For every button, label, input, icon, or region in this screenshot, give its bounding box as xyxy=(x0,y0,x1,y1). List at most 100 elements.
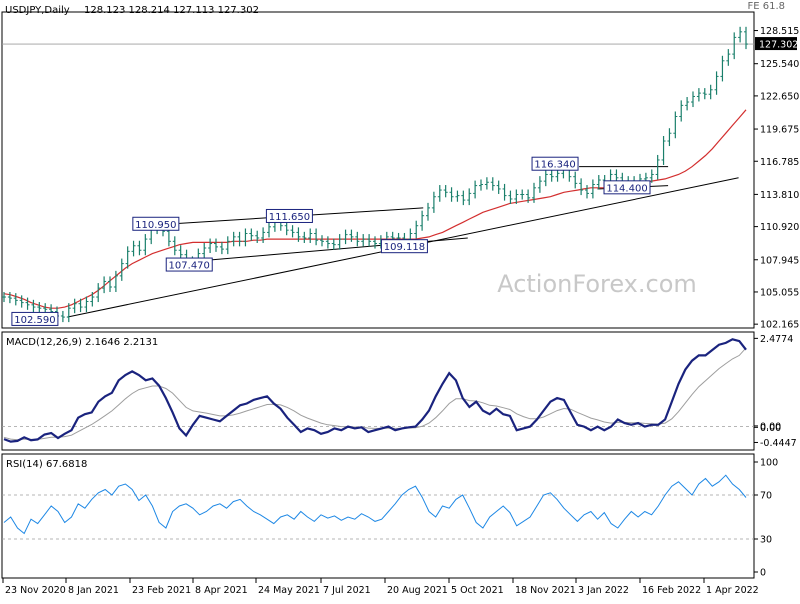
price-bar xyxy=(455,190,460,202)
price-bar xyxy=(655,154,660,180)
price-y-tick-label: 122.650 xyxy=(760,91,799,102)
price-bar xyxy=(490,177,495,191)
price-bar xyxy=(537,176,542,193)
price-bar xyxy=(355,231,360,247)
level-label-text: 102.590 xyxy=(14,315,55,326)
x-tick-label: 8 Jan 2021 xyxy=(68,585,119,596)
price-bar xyxy=(60,310,65,323)
price-bar xyxy=(243,228,248,247)
level-label: 114.400 xyxy=(603,180,651,195)
price-bar xyxy=(255,230,260,243)
level-label: 110.950 xyxy=(132,216,180,231)
x-tick-label: 16 Feb 2022 xyxy=(642,585,701,596)
macd-layer xyxy=(2,338,754,443)
level-label-text: 110.950 xyxy=(135,220,176,231)
price-bar xyxy=(661,136,666,165)
level-label-text: 114.400 xyxy=(606,183,647,194)
price-bar xyxy=(573,171,578,189)
price-bar xyxy=(143,234,148,256)
price-bar xyxy=(320,235,324,247)
price-bar xyxy=(596,175,601,190)
rsi-panel xyxy=(1,453,755,579)
price-bar xyxy=(585,185,589,199)
rsi-y-tick-label: 0 xyxy=(760,568,766,579)
price-bar xyxy=(84,296,89,313)
macd-y-tick-label: 0.00 xyxy=(760,423,781,434)
macd-line xyxy=(3,338,747,443)
price-bar xyxy=(31,299,36,313)
rsi-y-tick-label: 70 xyxy=(760,491,772,502)
price-bar xyxy=(367,234,372,247)
price-bar xyxy=(532,182,536,203)
price-bar xyxy=(331,238,336,250)
watermark: ActionForex.com xyxy=(497,270,697,298)
price-bar xyxy=(25,297,30,310)
price-bar xyxy=(420,210,425,231)
price-bar xyxy=(484,177,489,190)
price-bar xyxy=(579,178,584,196)
price-bar xyxy=(732,32,737,60)
price-bar xyxy=(337,234,342,250)
price-bar xyxy=(290,225,295,238)
price-y-tick-label: 110.920 xyxy=(760,222,799,233)
price-bar xyxy=(373,236,377,249)
price-bar xyxy=(549,169,554,182)
price-y-tick-label: 116.785 xyxy=(760,157,799,168)
price-bar xyxy=(702,88,707,100)
price-bar xyxy=(2,292,6,303)
price-header: USDJPY,Daily 128.123 128.214 127.113 127… xyxy=(5,1,785,16)
price-bar xyxy=(131,240,136,257)
price-bar xyxy=(208,238,213,254)
x-tick-label: 7 Jul 2021 xyxy=(323,585,371,596)
level-label-box xyxy=(603,180,651,195)
price-bar xyxy=(361,234,366,247)
price-y-tick-label: 119.675 xyxy=(760,125,799,136)
axis-layer: 128.515 125.540 122.650 119.675 116.785 113.8… xyxy=(2,26,799,596)
level-label: 109.118 xyxy=(380,239,428,254)
price-y-tick-label: 105.055 xyxy=(760,287,799,298)
level-label: 116.340 xyxy=(531,156,579,171)
price-y-tick-label: 128.515 xyxy=(760,26,799,37)
x-tick-label: 24 May 2021 xyxy=(258,585,320,596)
rsi-line xyxy=(3,474,747,535)
symbol-label: USDJPY,Daily xyxy=(5,5,70,16)
price-bar xyxy=(113,270,118,293)
level-label-text: 109.118 xyxy=(384,242,425,253)
macd-title: MACD(12,26,9) 2.1646 2.2131 xyxy=(6,337,158,348)
level-label-text: 116.340 xyxy=(534,160,575,171)
x-tick-label: 1 Apr 2022 xyxy=(706,585,759,596)
price-bar xyxy=(526,189,531,203)
price-bar xyxy=(78,298,83,313)
rsi-y-tick-label: 100 xyxy=(760,458,778,469)
price-bar xyxy=(437,185,442,202)
price-bar xyxy=(590,179,595,199)
price-bar xyxy=(214,238,218,252)
price-y-tick-label: 102.165 xyxy=(760,320,799,331)
x-tick-label: 23 Feb 2021 xyxy=(132,585,191,596)
macd-panel xyxy=(1,331,755,451)
price-bar xyxy=(696,88,701,102)
level-label-text: 107.470 xyxy=(169,261,210,272)
current-price-tag-label: 127.302 xyxy=(759,40,798,51)
price-y-tick-label: 107.945 xyxy=(760,255,799,266)
price-layer: 110.950 111.650 107.470 109.118 102.590 116.3… xyxy=(2,26,754,326)
price-bar xyxy=(738,26,743,43)
price-bar xyxy=(449,187,454,202)
price-bar xyxy=(502,183,507,201)
price-bar xyxy=(744,26,748,50)
ohlc-label: 128.123 128.214 127.113 127.302 xyxy=(84,5,259,16)
level-label-box xyxy=(380,239,428,254)
price-bar xyxy=(543,169,548,187)
x-tick-label: 20 Aug 2021 xyxy=(387,585,448,596)
price-bar xyxy=(202,242,207,259)
price-bar xyxy=(461,190,466,206)
price-panel xyxy=(1,11,755,329)
price-bar xyxy=(673,111,678,139)
fe-label: FE 61.8 xyxy=(747,1,785,12)
price-bar xyxy=(96,283,101,303)
price-bar xyxy=(679,100,684,122)
price-bar xyxy=(72,298,77,314)
price-bar xyxy=(66,303,71,323)
price-bar xyxy=(261,227,266,243)
